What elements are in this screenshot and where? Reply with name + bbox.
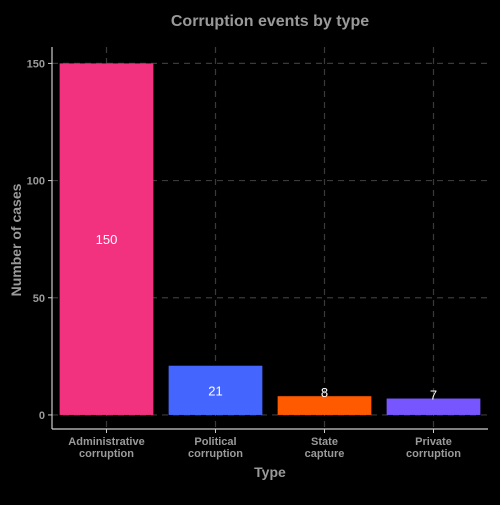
bars (59, 63, 481, 415)
data-labels: 150 21 8 7 (96, 232, 437, 402)
x-tick-label-0: Administrative corruption (68, 436, 144, 460)
y-tick-label-1: 50 (33, 293, 45, 305)
x-tick-label-2: State capture (305, 436, 345, 460)
data-label-3: 7 (430, 388, 437, 403)
x-axis-title: Type (254, 464, 286, 480)
data-label-1: 21 (208, 383, 222, 398)
axes (51, 47, 488, 430)
tick-labels: 0 50 100 150 Administrative corruption Politic… (27, 58, 462, 460)
data-label-0: 150 (96, 232, 118, 247)
y-tick-label-3: 150 (27, 58, 45, 70)
x-tick-label-3: Private corruption (406, 436, 461, 460)
bar-0 (59, 63, 154, 415)
y-axis-title: Number of cases (8, 183, 24, 296)
bar-2 (277, 396, 372, 415)
chart-title: Corruption events by type (171, 13, 369, 30)
y-tick-label-2: 100 (27, 176, 45, 188)
data-label-2: 8 (321, 385, 328, 400)
x-tick-label-1: Political corruption (188, 436, 243, 460)
bar-1 (168, 365, 263, 415)
bar-3 (386, 398, 481, 415)
y-tick-label-0: 0 (39, 410, 45, 422)
